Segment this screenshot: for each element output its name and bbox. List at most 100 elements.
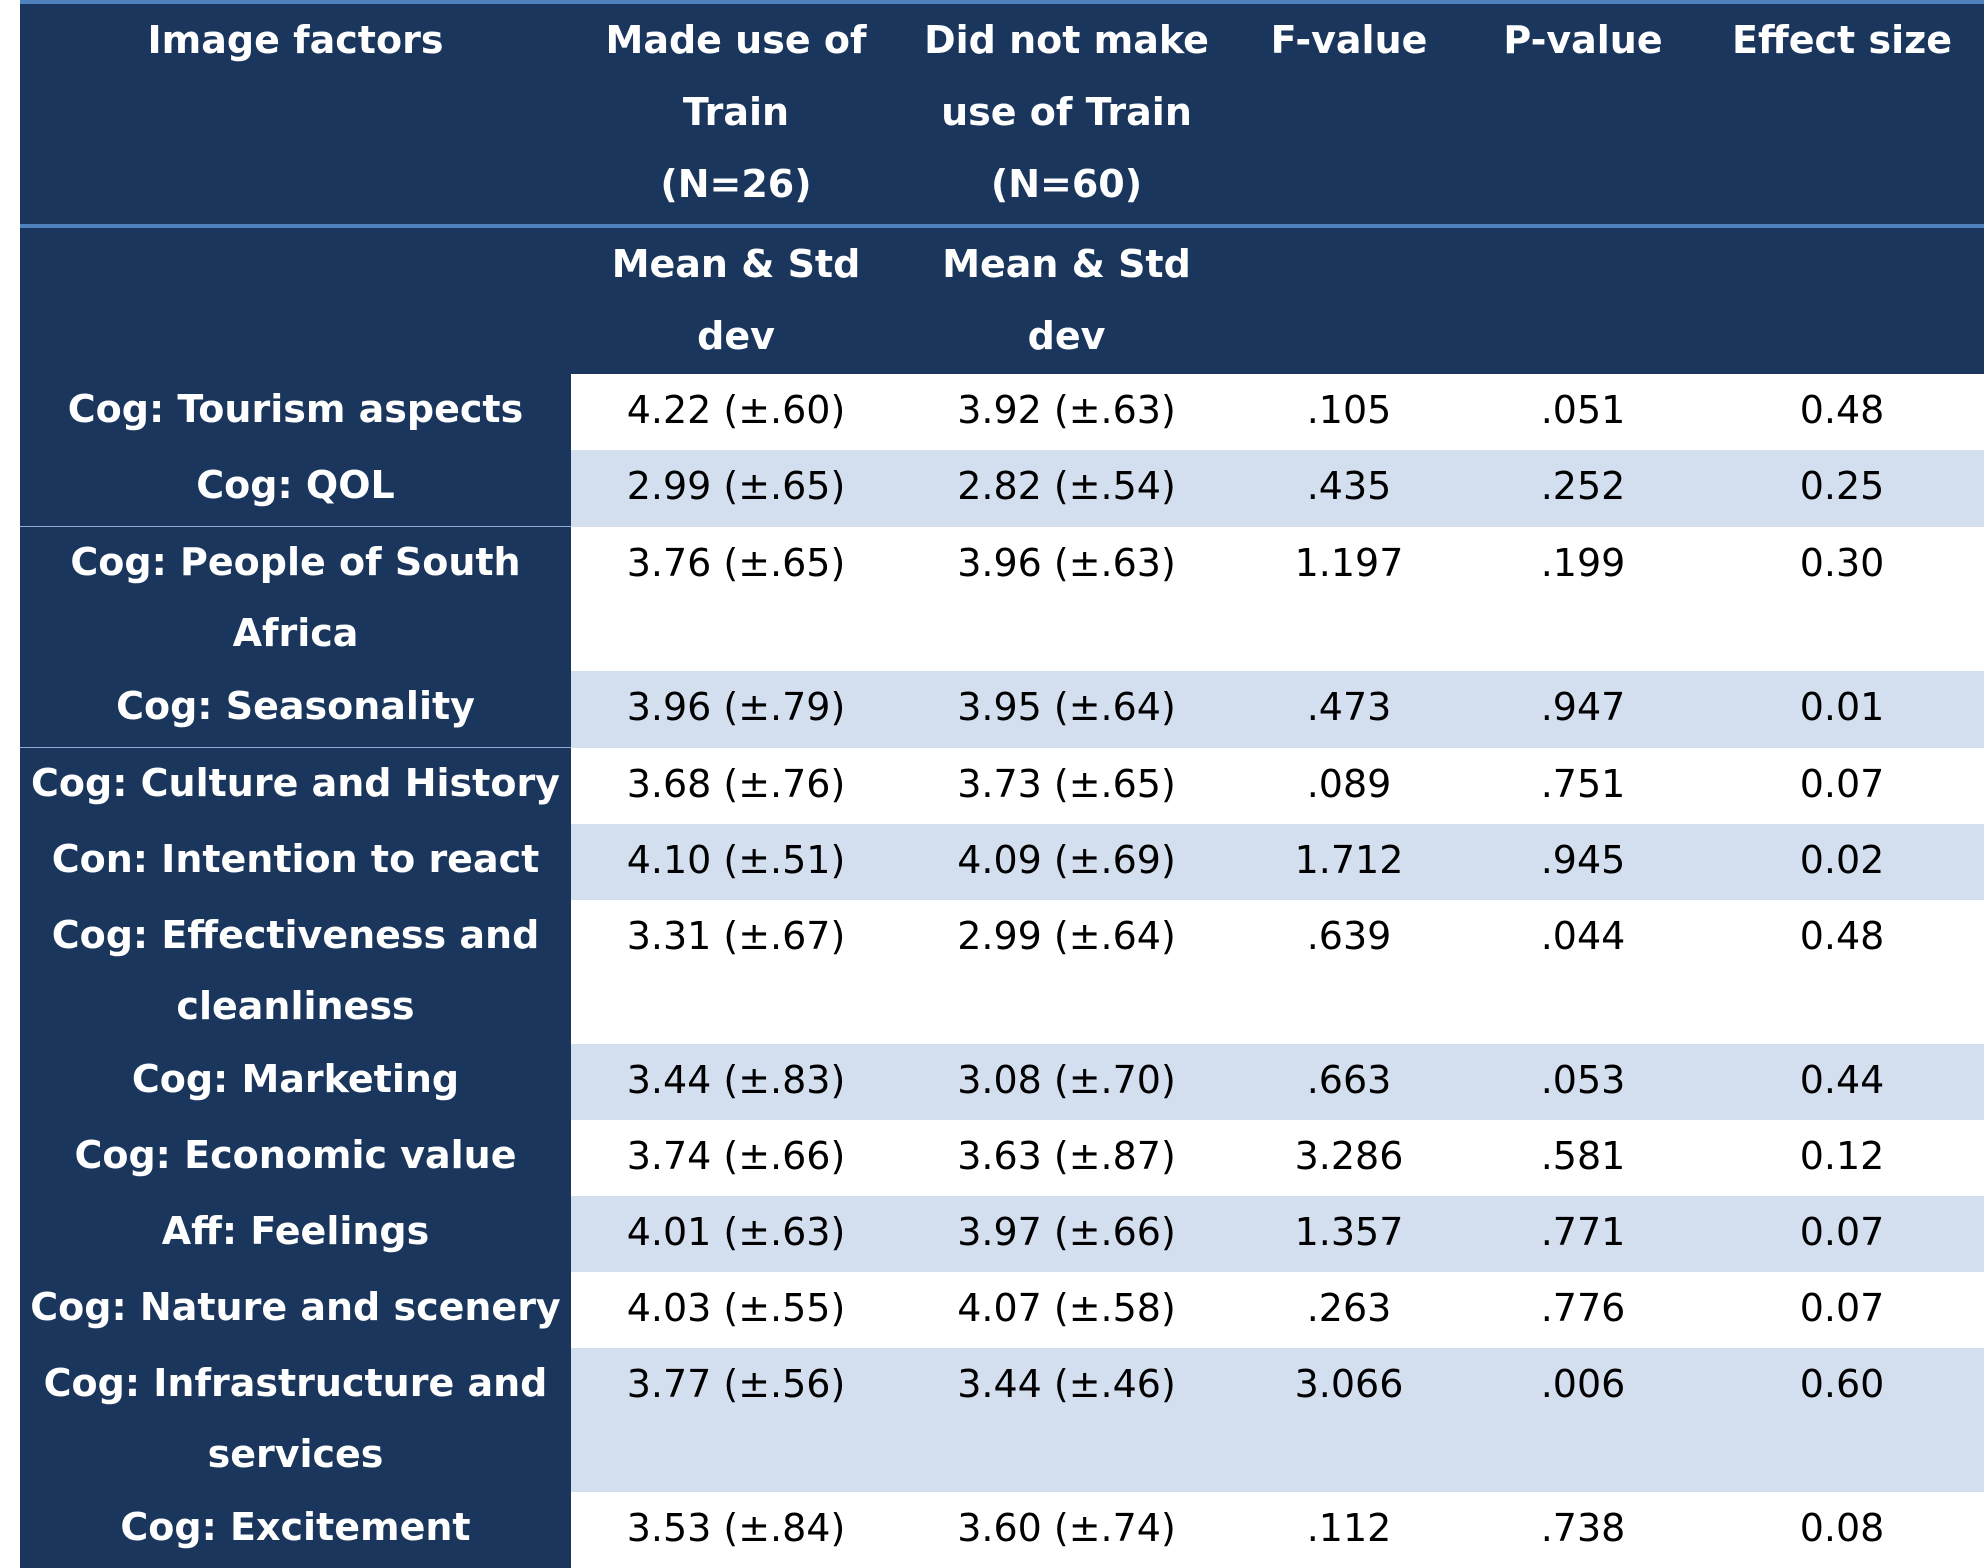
table-row: Cog: Economic value 3.74 (±.66) 3.63 (±.87… <box>20 1120 1984 1196</box>
factor-label: Con: Intention to react <box>51 837 540 881</box>
effect-size-cell: 0.25 <box>1700 450 1984 527</box>
factor-cell: Cog: Economic value <box>20 1120 571 1196</box>
effect-size-cell: 0.12 <box>1700 1120 1984 1196</box>
did-not-use-cell: 3.08 (±.70) <box>901 1044 1232 1120</box>
factor-label: Cog: Nature and scenery <box>30 1285 561 1329</box>
subheader-line: Mean & Std <box>611 242 861 286</box>
table-row: Cog: QOL 2.99 (±.65) 2.82 (±.54) .435.252 0.… <box>20 450 1984 527</box>
p-value-cell: .199 <box>1466 526 1700 671</box>
header-made-use-line: Made use of <box>605 18 867 62</box>
factor-label: Cog: QOL <box>196 463 395 507</box>
subheader-row: Mean & Std dev Mean & Std dev <box>20 224 1984 374</box>
factor-cell: Cog: Infrastructure and services <box>20 1348 571 1492</box>
table-row: Cog: Infrastructure and services 3.77 (±.5… <box>20 1348 1984 1492</box>
results-table: Image factors Made use of Train (N=26) D… <box>20 0 1984 1568</box>
header-made-use-line: Train <box>682 90 790 134</box>
f-value-cell: .435 <box>1232 450 1466 527</box>
header-p-value: P-value <box>1466 0 1700 226</box>
factor-label: Africa <box>232 611 359 655</box>
p-value-cell: .044 <box>1466 900 1700 1044</box>
f-value-cell: .089 <box>1232 747 1466 824</box>
p-value-cell: .051 <box>1466 374 1700 450</box>
table-row: Cog: Effectiveness and cleanliness 3.31 (±… <box>20 900 1984 1044</box>
p-value-cell: .947 <box>1466 671 1700 748</box>
table-row: Cog: Marketing 3.44 (±.83) 3.08 (±.70) .663… <box>20 1044 1984 1120</box>
did-not-use-cell: 3.95 (±.64) <box>901 671 1232 748</box>
factor-label: Cog: Marketing <box>131 1057 460 1101</box>
p-value-cell: .006 <box>1466 1348 1700 1492</box>
made-use-cell: 3.53 (±.84) <box>571 1492 901 1568</box>
made-use-cell: 3.96 (±.79) <box>571 671 901 748</box>
made-use-cell: 4.01 (±.63) <box>571 1196 901 1272</box>
f-value-cell: .639 <box>1232 900 1466 1044</box>
effect-size-cell: 0.07 <box>1700 1272 1984 1348</box>
effect-size-cell: 0.30 <box>1700 526 1984 671</box>
subheader-empty <box>1700 224 1984 374</box>
f-value-cell: 3.066 <box>1232 1348 1466 1492</box>
factor-cell: Aff: Feelings <box>20 1196 571 1272</box>
factor-label: Cog: Infrastructure and <box>43 1361 548 1405</box>
header-effect-size: Effect size <box>1700 0 1984 226</box>
table-row: Con: Intention to react 4.10 (±.51) 4.09 (… <box>20 824 1984 900</box>
factor-cell: Cog: Effectiveness and cleanliness <box>20 900 571 1044</box>
factor-cell: Cog: People of South Africa <box>20 526 571 671</box>
subheader-empty <box>1232 224 1466 374</box>
did-not-use-cell: 3.97 (±.66) <box>901 1196 1232 1272</box>
made-use-cell: 4.10 (±.51) <box>571 824 901 900</box>
made-use-cell: 4.03 (±.55) <box>571 1272 901 1348</box>
did-not-use-cell: 3.92 (±.63) <box>901 374 1232 450</box>
factor-label: Cog: Economic value <box>74 1133 517 1177</box>
factor-cell: Cog: Nature and scenery <box>20 1272 571 1348</box>
p-value-cell: .581 <box>1466 1120 1700 1196</box>
factor-label: Cog: Seasonality <box>116 684 475 728</box>
factor-cell: Cog: Marketing <box>20 1044 571 1120</box>
effect-size-cell: 0.07 <box>1700 1196 1984 1272</box>
subheader-line: Mean & Std <box>942 242 1191 286</box>
p-value-cell: .751 <box>1466 747 1700 824</box>
made-use-cell: 3.44 (±.83) <box>571 1044 901 1120</box>
p-value-cell: .252 <box>1466 450 1700 527</box>
effect-size-cell: 0.44 <box>1700 1044 1984 1120</box>
effect-size-cell: 0.07 <box>1700 747 1984 824</box>
factor-cell: Cog: Culture and History <box>20 747 571 824</box>
factor-label: Aff: Feelings <box>161 1209 430 1253</box>
effect-size-cell: 0.08 <box>1700 1492 1984 1568</box>
f-value-cell: 3.286 <box>1232 1120 1466 1196</box>
p-value-cell: .945 <box>1466 824 1700 900</box>
f-value-cell: .112 <box>1232 1492 1466 1568</box>
f-value-cell: .473 <box>1232 671 1466 748</box>
table-row: Cog: Seasonality 3.96 (±.79) 3.95 (±.64) .4… <box>20 671 1984 748</box>
made-use-cell: 3.31 (±.67) <box>571 900 901 1044</box>
factor-label: Cog: Excitement <box>120 1505 471 1549</box>
did-not-use-cell: 4.09 (±.69) <box>901 824 1232 900</box>
header-did-not-use-line: Did not make <box>924 18 1209 62</box>
did-not-use-cell: 3.63 (±.87) <box>901 1120 1232 1196</box>
subheader-empty <box>1466 224 1700 374</box>
header-made-use: Made use of Train (N=26) <box>571 0 901 226</box>
p-value-cell: .776 <box>1466 1272 1700 1348</box>
f-value-cell: 1.197 <box>1232 526 1466 671</box>
did-not-use-cell: 3.96 (±.63) <box>901 526 1232 671</box>
table-row: Cog: People of South Africa 3.76 (±.65) 3.9… <box>20 526 1984 671</box>
f-value-cell: 1.712 <box>1232 824 1466 900</box>
factor-cell: Con: Intention to react <box>20 824 571 900</box>
made-use-cell: 2.99 (±.65) <box>571 450 901 527</box>
header-did-not-use-line: (N=60) <box>990 162 1143 206</box>
effect-size-cell: 0.48 <box>1700 900 1984 1044</box>
p-value-cell: .738 <box>1466 1492 1700 1568</box>
effect-size-cell: 0.60 <box>1700 1348 1984 1492</box>
table-body: Cog: Tourism aspects 4.22 (±.60) 3.92 (±.6… <box>20 374 1984 1568</box>
did-not-use-cell: 2.99 (±.64) <box>901 900 1232 1044</box>
did-not-use-cell: 3.44 (±.46) <box>901 1348 1232 1492</box>
subheader-did-not-use: Mean & Std dev <box>901 224 1232 374</box>
table-row: Cog: Tourism aspects 4.22 (±.60) 3.92 (±.6… <box>20 374 1984 450</box>
header-made-use-line: (N=26) <box>660 162 812 206</box>
made-use-cell: 3.76 (±.65) <box>571 526 901 671</box>
subheader-made-use: Mean & Std dev <box>571 224 901 374</box>
factor-label: cleanliness <box>176 984 415 1028</box>
table-row: Cog: Excitement 3.53 (±.84) 3.60 (±.74) .11… <box>20 1492 1984 1568</box>
p-value-cell: .771 <box>1466 1196 1700 1272</box>
factor-label: Cog: Effectiveness and <box>51 913 540 957</box>
subheader-line: dev <box>697 314 775 358</box>
table-row: Cog: Nature and scenery 4.03 (±.55) 4.07 (… <box>20 1272 1984 1348</box>
